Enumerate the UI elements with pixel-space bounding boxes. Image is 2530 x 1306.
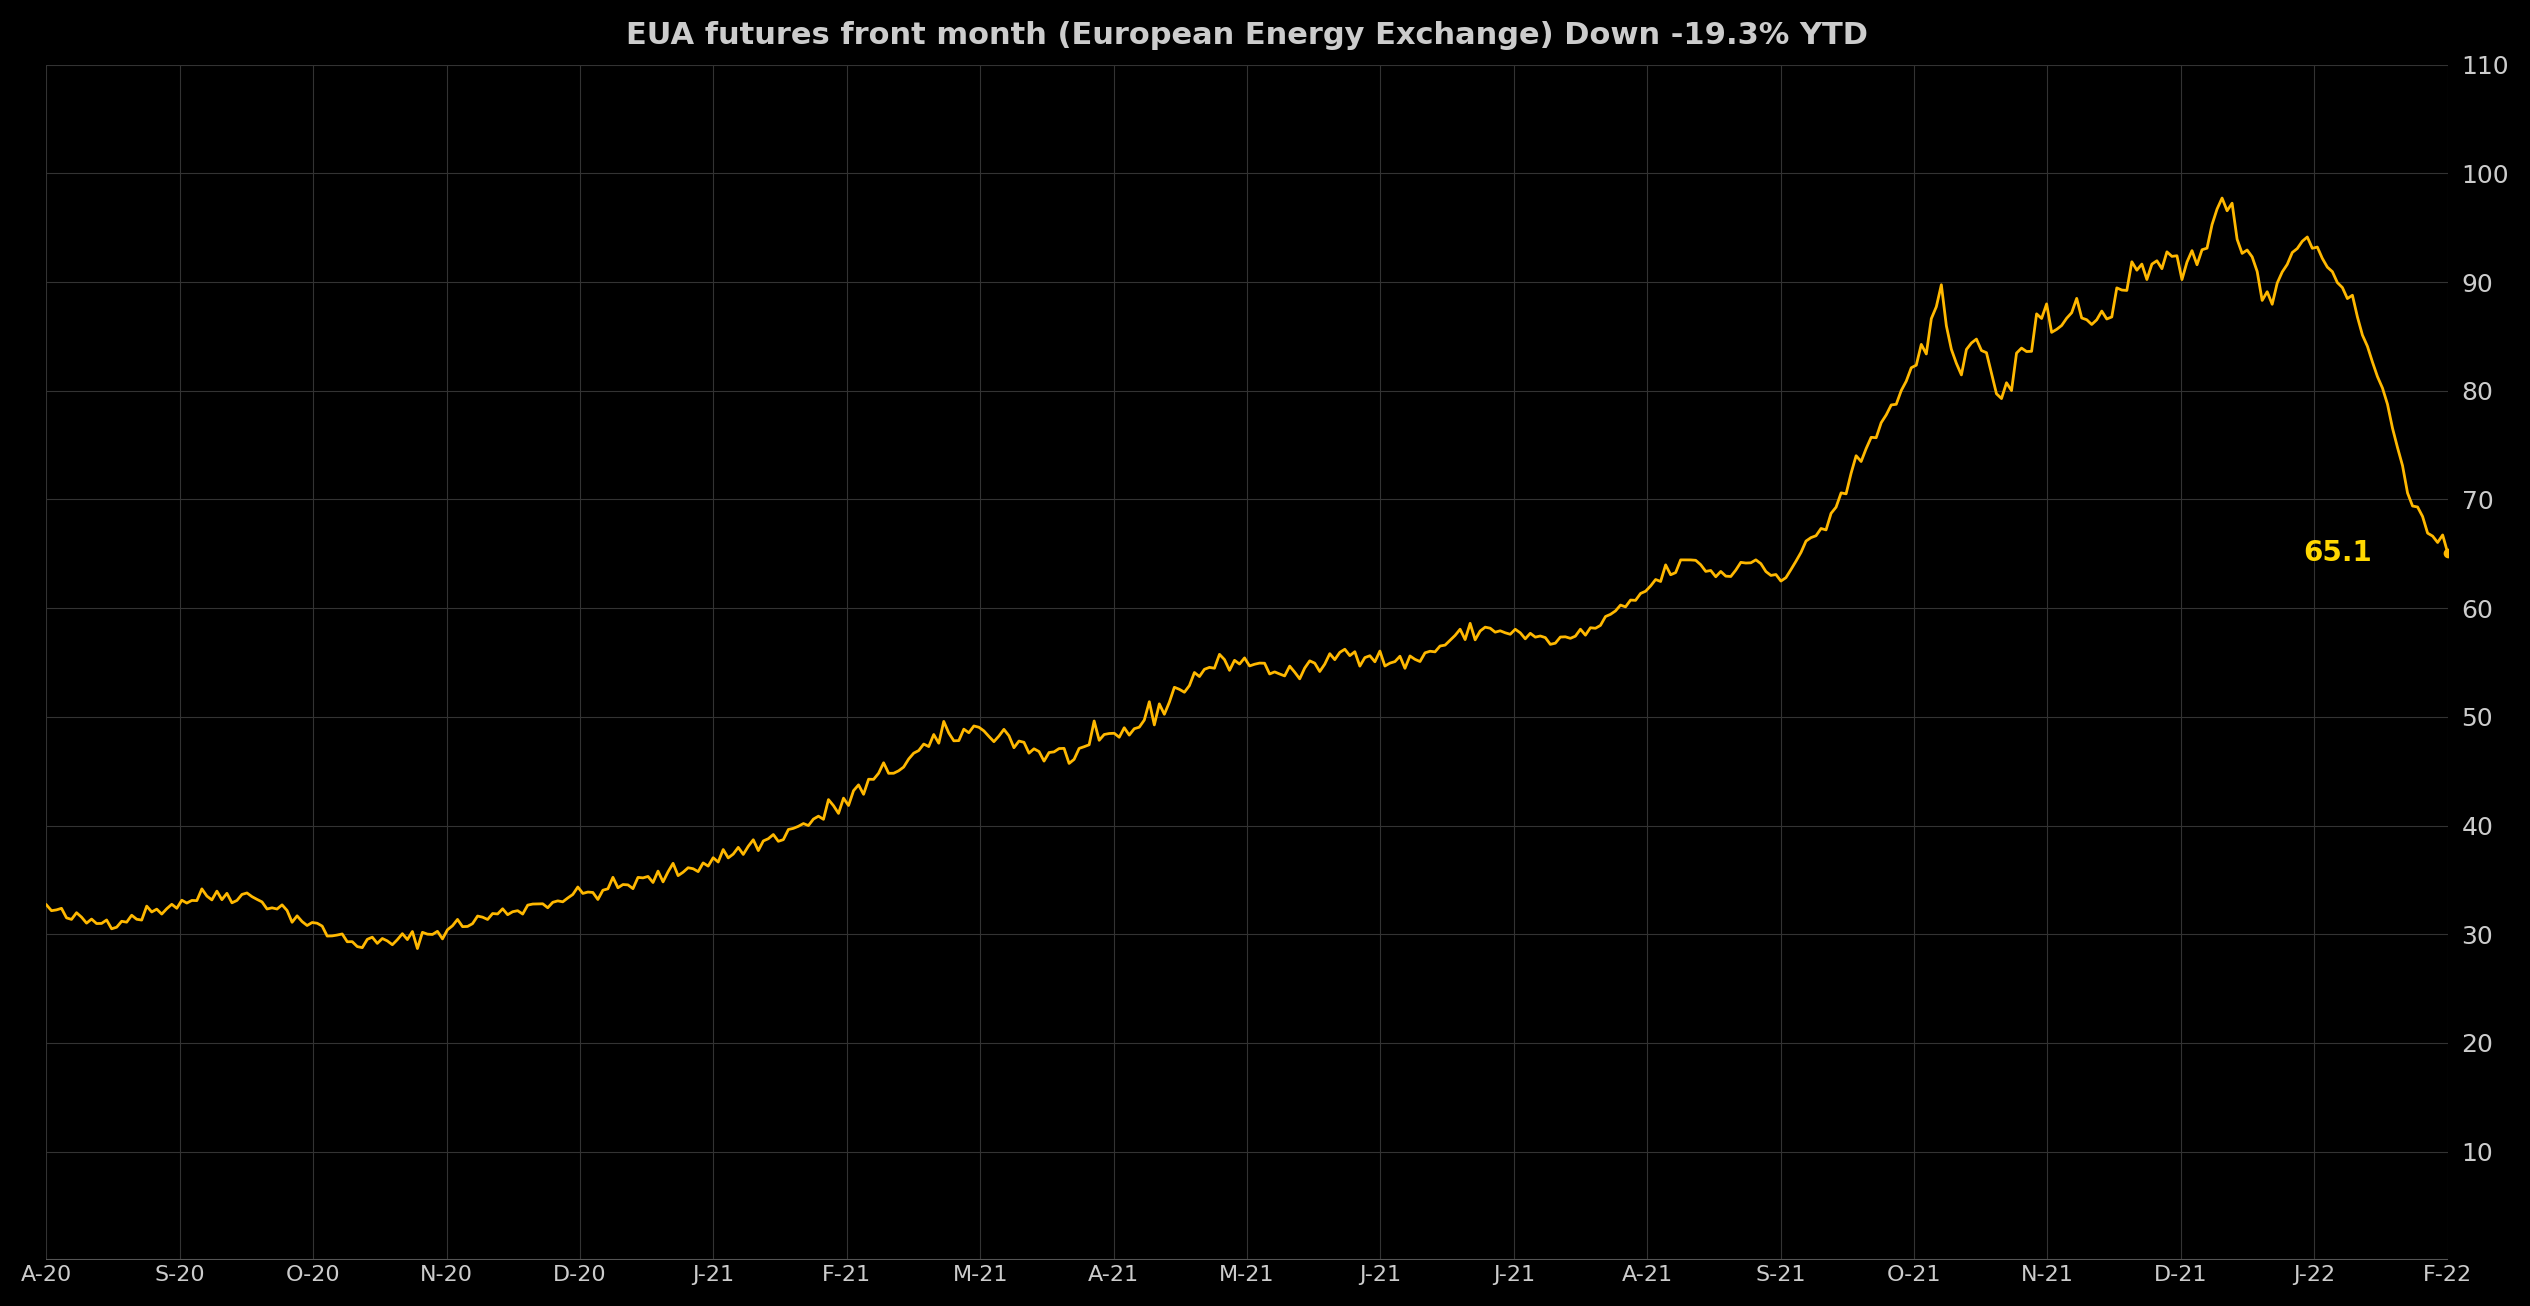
Title: EUA futures front month (European Energy Exchange) Down -19.3% YTD: EUA futures front month (European Energy… [625, 21, 1867, 50]
Text: 65.1: 65.1 [2305, 538, 2373, 567]
